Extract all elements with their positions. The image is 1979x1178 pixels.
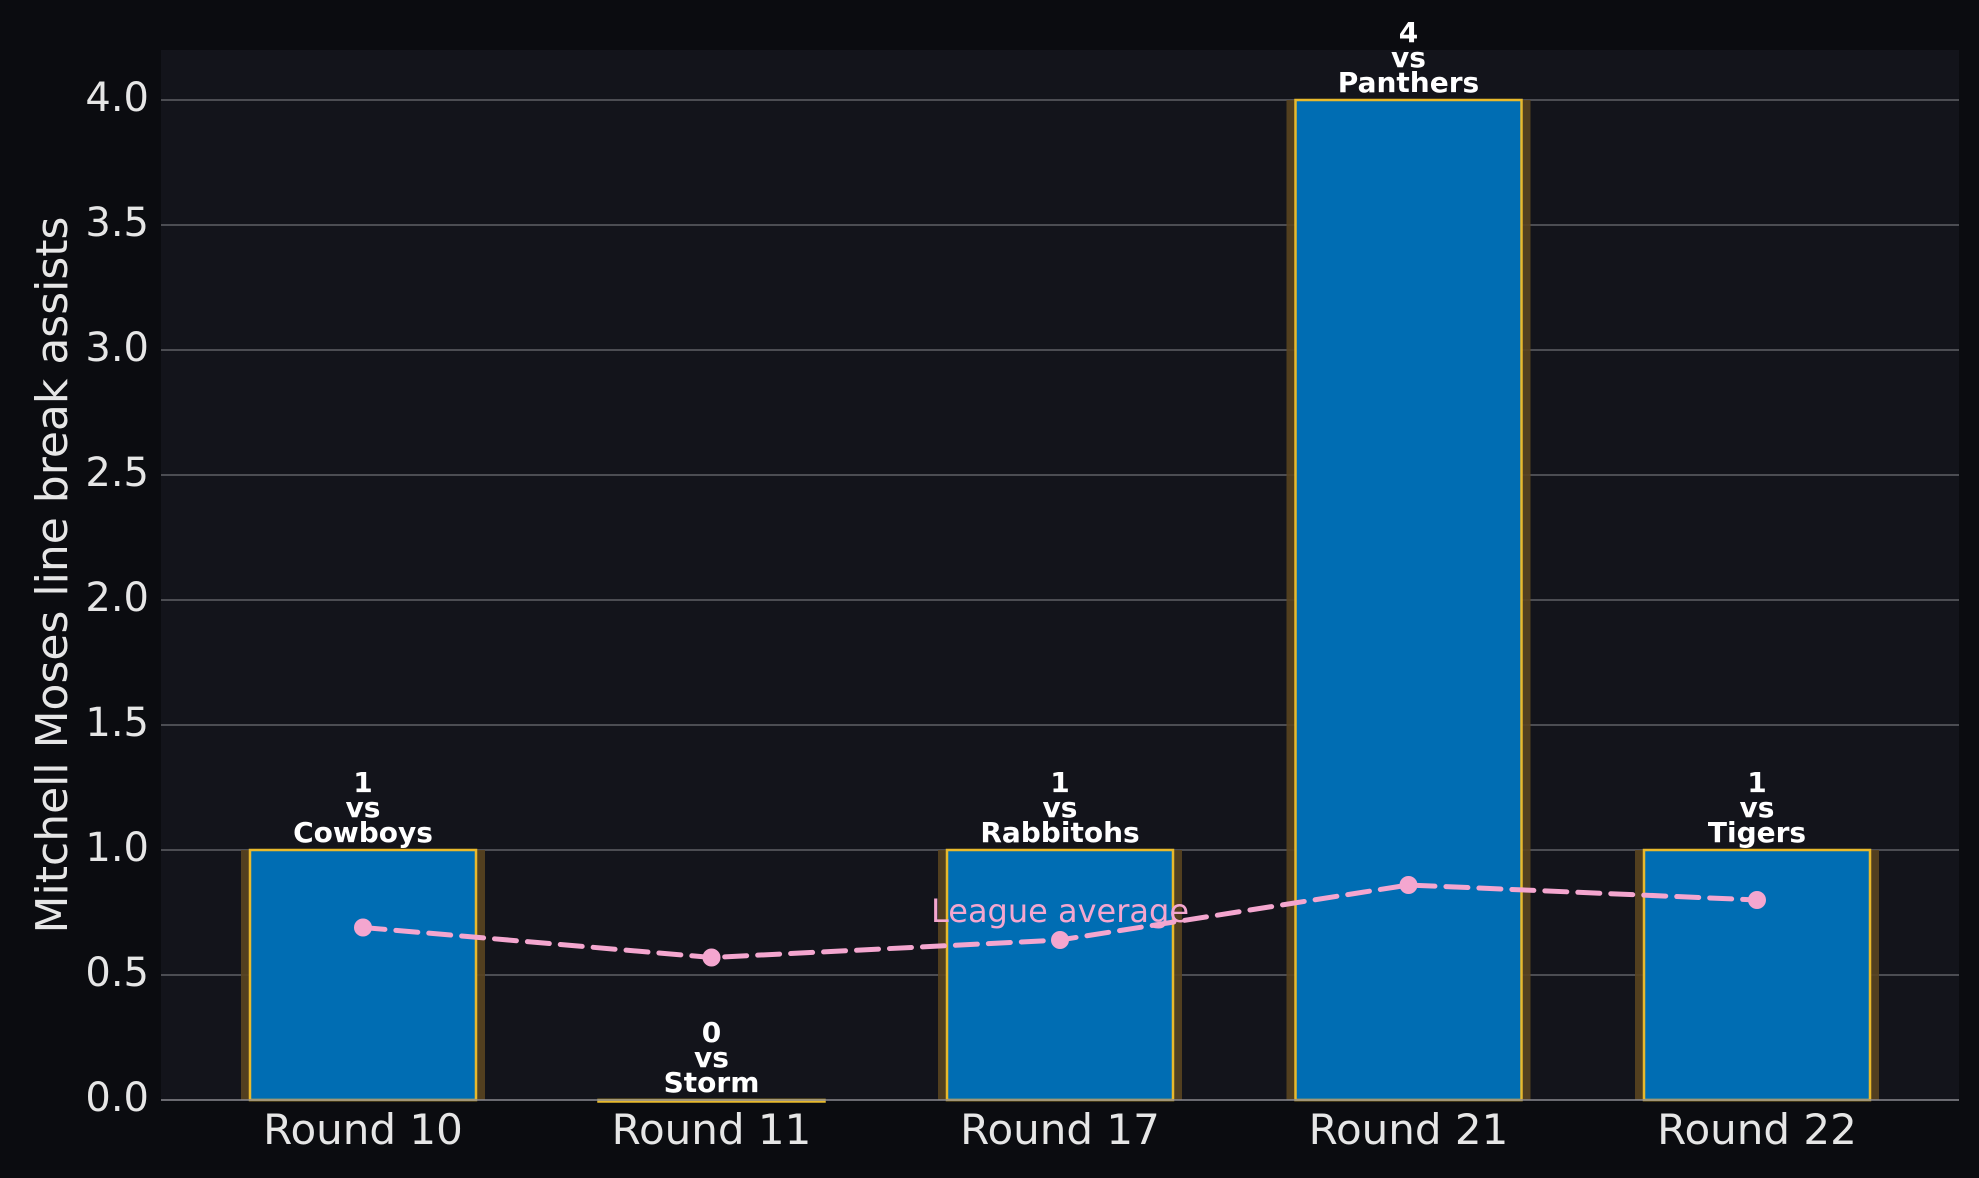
league-average-label: League average bbox=[931, 892, 1189, 930]
y-tick-label: 1.5 bbox=[85, 700, 149, 746]
bar bbox=[1642, 848, 1872, 1102]
bar bbox=[248, 848, 478, 1102]
bar-label-opponent: Rabbitohs bbox=[980, 816, 1139, 849]
league-average-point bbox=[1051, 931, 1069, 949]
league-average-series: League average bbox=[354, 876, 1766, 967]
bar-labels: Cowboysvs1Stormvs0Rabbitohsvs1Panthersvs… bbox=[293, 16, 1806, 1099]
y-tick-label: 0.0 bbox=[85, 1075, 149, 1121]
y-tick-label: 4.0 bbox=[85, 75, 149, 121]
bar-label-vs: vs bbox=[694, 1041, 729, 1074]
bar bbox=[945, 848, 1175, 1102]
bar-label-vs: vs bbox=[1043, 791, 1078, 824]
bar-label-opponent: Panthers bbox=[1338, 66, 1479, 99]
bar-label-opponent: Tigers bbox=[1708, 816, 1806, 849]
bar-label-vs: vs bbox=[346, 791, 381, 824]
x-tick-label: Round 11 bbox=[612, 1105, 812, 1154]
x-tick-label: Round 17 bbox=[960, 1105, 1160, 1154]
y-tick-label: 0.5 bbox=[85, 950, 149, 996]
league-average-point bbox=[1399, 876, 1418, 894]
y-tick-label: 2.0 bbox=[85, 575, 149, 621]
bar-label-value: 1 bbox=[353, 766, 372, 799]
y-tick-label: 3.0 bbox=[85, 325, 149, 371]
bar-label-vs: vs bbox=[1391, 41, 1426, 74]
y-tick-label: 3.5 bbox=[85, 200, 149, 246]
x-tick-label: Round 10 bbox=[263, 1105, 463, 1154]
bar-label-opponent: Cowboys bbox=[293, 816, 433, 849]
bar-label-value: 4 bbox=[1399, 16, 1418, 49]
bar-label-value: 1 bbox=[1050, 766, 1069, 799]
grid-lines bbox=[161, 99, 1959, 976]
bar-label-vs: vs bbox=[1740, 791, 1775, 824]
bar bbox=[1294, 98, 1523, 1102]
y-axis-label: Mitchell Moses line break assists bbox=[27, 217, 78, 934]
bar-label-value: 1 bbox=[1747, 766, 1766, 799]
league-average-point bbox=[1748, 891, 1766, 909]
bar-label-value: 0 bbox=[702, 1016, 721, 1049]
y-tick-label: 2.5 bbox=[85, 450, 149, 496]
x-tick-label: Round 21 bbox=[1309, 1105, 1509, 1154]
bar-label-opponent: Storm bbox=[664, 1066, 760, 1099]
x-tick-label: Round 22 bbox=[1657, 1105, 1857, 1154]
league-average-point bbox=[702, 948, 721, 967]
y-tick-label: 1.0 bbox=[85, 825, 149, 871]
league-average-point bbox=[354, 918, 372, 937]
axes: 0.0 0.5 1.0 1.5 2.0 2.5 3.0 3.5 4.0 Round 10 Round… bbox=[85, 75, 1959, 1154]
